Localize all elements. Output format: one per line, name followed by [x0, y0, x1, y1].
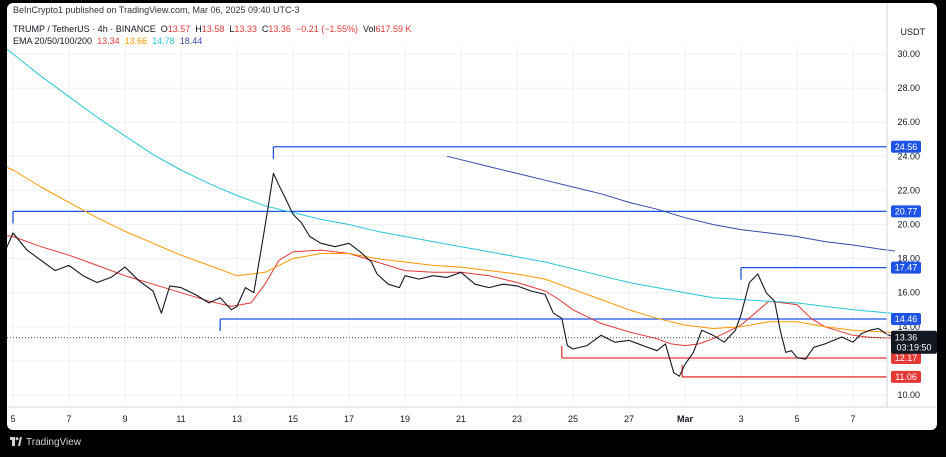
grid [7, 45, 887, 403]
level-tag-label: 11.06 [895, 372, 917, 382]
level-tag-label: 20.77 [895, 206, 918, 216]
x-axis: 5 7 9 11 13 15 17 19 21 23 25 27 Mar 3 5 7 [7, 406, 937, 424]
x-tick-label: 19 [400, 414, 410, 424]
price-tags: 24.56 20.77 17.47 14.46 12.17 11.06 13.3603:19… [891, 140, 937, 383]
ema200-value: 18.44 [179, 36, 203, 46]
symbol-legend: TRUMP / TetherUS · 4h · BINANCE O13.57 H… [13, 24, 412, 34]
level-tag-label: 24.56 [895, 142, 918, 152]
level-tag [891, 205, 921, 218]
volume-label: Vol [363, 24, 376, 34]
level-tag [891, 140, 921, 153]
ema100-value: 14.78 [152, 36, 175, 46]
y-tick-label: 14.00 [897, 322, 920, 332]
x-tick-label: 5 [10, 414, 15, 424]
level-tag-label: 14.46 [895, 314, 918, 324]
level-tag-label: 17.47 [895, 263, 918, 273]
x-tick-label: 13 [232, 414, 242, 424]
x-tick-label: 15 [288, 414, 298, 424]
series-ema-200 [446, 155, 896, 252]
x-tick-label: 9 [122, 414, 127, 424]
tradingview-icon [10, 437, 22, 446]
high-value: 13.58 [201, 24, 225, 34]
x-tick-label: Mar [677, 414, 694, 424]
series-ema-50 [7, 166, 896, 334]
y-tick-label: 20.00 [897, 220, 920, 230]
ema-label: EMA 20/50/100/200 [13, 36, 93, 46]
price-chart[interactable]: 10.0012.0014.0016.0018.0020.0022.0024.00… [7, 3, 937, 430]
x-tick-label: 27 [624, 414, 634, 424]
level-tag-label: 12.17 [895, 353, 918, 363]
level-tag [891, 352, 921, 365]
footer-bar: TradingView [0, 430, 946, 457]
y-tick-label: 24.00 [897, 151, 920, 161]
ema-legend[interactable]: EMA 20/50/100/200 13.34 13.66 14.78 18.4… [13, 36, 202, 46]
x-tick-label: 3 [738, 414, 743, 424]
x-tick-label: 7 [850, 414, 855, 424]
open-label: O [160, 24, 168, 34]
tradingview-logo[interactable]: TradingView [10, 437, 81, 448]
x-tick-label: 11 [176, 414, 185, 424]
x-tick-label: 21 [456, 414, 466, 424]
series-lines [7, 48, 896, 377]
y-tick-label: 26.00 [897, 117, 920, 127]
y-tick-label: 30.00 [897, 49, 920, 59]
last-price-label: 13.36 [895, 333, 918, 343]
y-tick-label: 10.00 [897, 390, 920, 400]
level-tag [891, 312, 921, 325]
low-value: 13.33 [234, 24, 257, 34]
publisher-note: BeInCrypto1 published on TradingView.com… [13, 5, 300, 15]
x-tick-label: 7 [66, 414, 71, 424]
x-tick-label: 5 [794, 414, 799, 424]
y-tick-label: 22.00 [897, 185, 920, 195]
x-tick-label: 23 [512, 414, 522, 424]
ema20-value: 13.34 [97, 36, 120, 46]
currency-label: USDT [900, 27, 926, 37]
level-tag [891, 261, 921, 274]
volume-value: 617.59 K [375, 24, 412, 34]
series-ema-20 [7, 235, 896, 347]
symbol-name: TRUMP / TetherUS · 4h · BINANCE [13, 24, 156, 34]
close-label: C [261, 24, 269, 34]
high-label: H [195, 24, 202, 34]
level-tag [891, 370, 921, 383]
bar-countdown-label: 03:19:50 [896, 343, 931, 353]
series-ema-100 [7, 48, 896, 314]
chart-panel: 10.0012.0014.0016.0018.0020.0022.0024.00… [7, 3, 937, 430]
y-tick-label: 28.00 [897, 83, 920, 93]
last-price-tag [891, 330, 937, 354]
close-value: 13.36 [268, 24, 291, 34]
y-tick-label: 18.00 [897, 254, 920, 264]
level-lines [12, 146, 887, 378]
series-price [7, 172, 896, 377]
x-tick-label: 17 [344, 414, 354, 424]
y-tick-label: 16.00 [897, 288, 920, 298]
change-value: −0.21 (−1.55%) [295, 24, 358, 34]
tradingview-brand: TradingView [26, 437, 82, 448]
low-label: L [229, 24, 235, 34]
ema50-value: 13.66 [124, 36, 148, 46]
open-value: 13.57 [167, 24, 191, 34]
x-tick-label: 25 [568, 414, 578, 424]
